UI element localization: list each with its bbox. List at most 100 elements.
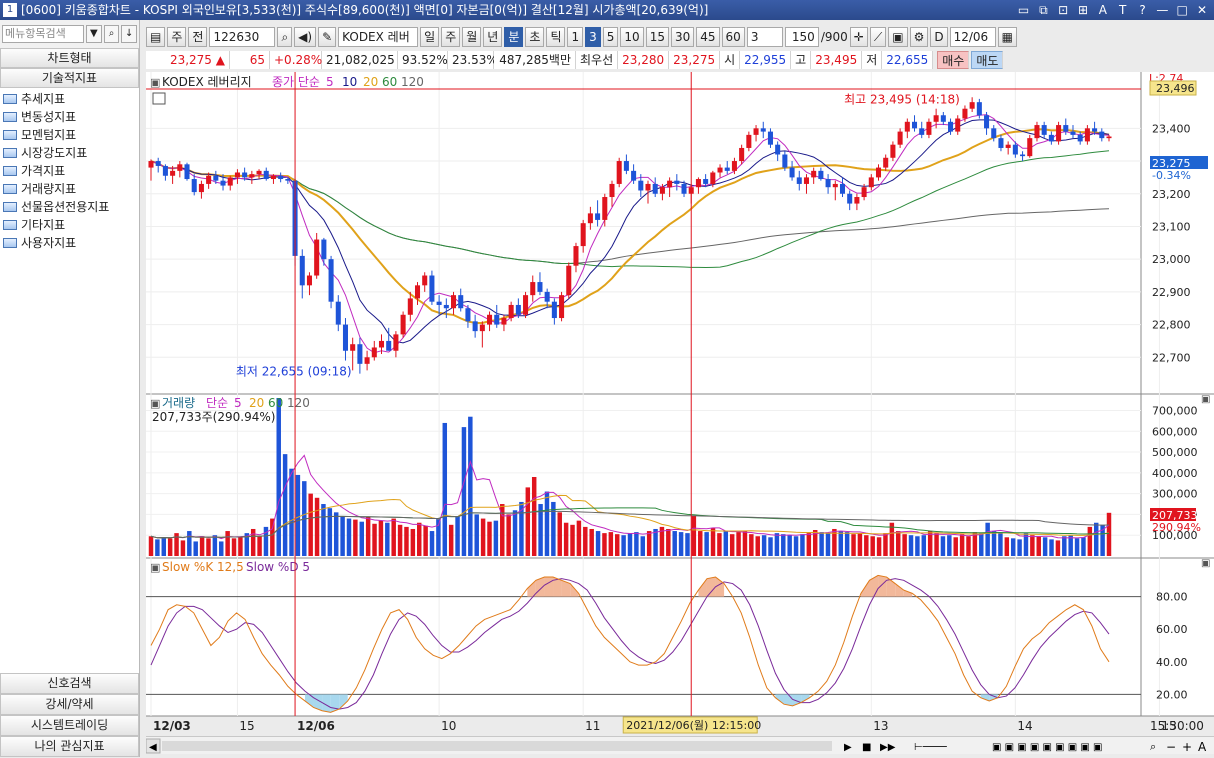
candle-body [256,170,262,175]
tree-item-market-strength[interactable]: 시장강도지표 [0,144,139,162]
grid-icon[interactable]: ⊞ [1078,3,1089,17]
text-icon[interactable]: T [1119,3,1127,17]
period-day-tab[interactable]: 일 [420,27,440,47]
minute-3-button[interactable]: 3 [585,27,601,47]
link-icon[interactable]: ▭ [1017,3,1030,17]
edit-icon[interactable]: ✎ [318,27,337,47]
overbought-fill [553,577,562,597]
play-icon[interactable]: ▶ [844,742,852,753]
tree-item-price[interactable]: 가격지표 [0,162,139,180]
volume-bar [321,504,326,556]
tree-item-volatility[interactable]: 변동성지표 [0,108,139,126]
system-trading-button[interactable]: 시스템트레이딩 [0,715,139,736]
stop-icon[interactable]: ■ [862,742,871,753]
minute-15-button[interactable]: 15 [645,27,669,47]
period-week-tab[interactable]: 주 [441,27,461,47]
period-month-tab[interactable]: 월 [462,27,482,47]
minute-1-button[interactable]: 1 [567,27,584,47]
signal-search-button[interactable]: 신호검색 [0,673,139,694]
tree-item-other[interactable]: 기타지표 [0,216,139,234]
volume-bar [397,524,403,556]
settings-icon[interactable]: ⚙ [909,27,929,47]
stock-code-input[interactable]: 122630 [209,27,276,47]
zoom-search-icon[interactable]: ⌕ [1150,740,1156,753]
collapse-icon[interactable]: ▣ [150,561,160,574]
toolbar-icons[interactable]: ▣ ▣ ▣ ▣ ▣ ▣ ▣ ▣ ▣ [992,742,1102,753]
chart-type-button[interactable]: 차트형태 [0,48,139,68]
scrollbar-track[interactable] [162,741,832,751]
ma10-label: 10 [342,75,357,89]
search-icon[interactable]: ⌕ [277,27,293,47]
download-icon[interactable]: ↓ [121,25,137,43]
copy-window-icon[interactable]: ⧉ [1039,3,1048,17]
candle-body [371,347,377,358]
period-year-tab[interactable]: 년 [483,27,503,47]
draw-line-icon[interactable]: ⟋ [869,27,887,47]
date-toggle[interactable]: D [930,27,948,47]
panel-close-icon[interactable]: ▣ [1201,558,1210,569]
chart-list-icon[interactable]: ▤ [146,27,166,47]
market-select[interactable]: 전 [188,27,208,47]
sound-icon[interactable]: ◀) [294,27,317,47]
tree-item-volume[interactable]: 거래량지표 [0,180,139,198]
zoom-slider[interactable]: ⊢──── [914,742,948,753]
auto-scale-icon[interactable]: A [1198,740,1207,754]
buy-button[interactable]: 매수 [937,51,970,69]
collapse-icon[interactable]: ▣ [150,397,160,410]
technical-indicator-button[interactable]: 기술적지표 [0,68,139,88]
candle-body [919,128,925,135]
close-button[interactable]: ✕ [1196,3,1208,17]
table-view-icon[interactable] [152,92,166,105]
candle-body [220,180,226,186]
tree-item-futures[interactable]: 선물옵션전용지표 [0,198,139,216]
minimize-button[interactable]: — [1156,3,1169,17]
search-icon[interactable]: ⌕ [103,25,120,43]
stock-mode-select[interactable]: 주 [167,27,187,47]
interval-select[interactable]: 3 [746,27,783,47]
candle-body [659,187,665,194]
strength-weakness-button[interactable]: 강세/약세 [0,694,139,715]
period-second-tab[interactable]: 초 [525,27,545,47]
menu-search-input[interactable]: 메뉴항목검색 [2,25,85,43]
tree-item-momentum[interactable]: 모멘텀지표 [0,126,139,144]
help-icon[interactable]: ? [1139,3,1146,17]
chart-scrollbar[interactable]: ◀ ▶ ■ ▶▶ ⊢──── ▣ ▣ ▣ ▣ ▣ ▣ ▣ ▣ ▣ ⌕ − + A [145,736,1214,754]
zoom-out-icon[interactable]: − [1166,740,1176,754]
minute-45-button[interactable]: 45 [696,27,720,47]
my-indicators-button[interactable]: 나의 관심지표 [0,736,139,757]
candle-body [991,128,997,139]
minute-5-button[interactable]: 5 [602,27,619,47]
volume-bar [576,520,582,556]
volume-bar [698,531,703,556]
scroll-left-button[interactable] [145,738,161,754]
candle-body [911,121,918,129]
maximize-button[interactable]: □ [1176,3,1188,17]
collapse-icon[interactable]: ▣ [150,76,160,89]
tree-item-trend[interactable]: 추세지표 [0,90,139,108]
crosshair-icon[interactable]: ✛ [849,27,868,47]
minute-30-button[interactable]: 30 [670,27,695,47]
save-icon[interactable]: ▣ [888,27,908,47]
minute-60-button[interactable]: 60 [721,27,745,47]
fast-forward-icon[interactable]: ▶▶ [880,742,896,753]
calendar-icon[interactable]: ▦ [997,27,1017,47]
volume-bar [825,533,831,556]
candle-body [566,265,572,296]
candle-body [487,314,493,325]
font-size-icon[interactable]: A [1098,3,1107,17]
sell-button[interactable]: 매도 [971,51,1004,69]
period-tick-tab[interactable]: 틱 [546,27,566,47]
layout-icon[interactable]: ⊡ [1058,3,1069,17]
dropdown-icon[interactable]: ▼ [86,25,102,43]
panel-close-icon[interactable]: ▣ [1201,394,1210,405]
period-minute-tab[interactable]: 분 [504,27,524,47]
chart-canvas[interactable]: 22,70022,80022,90023,00023,10023,20023,3… [146,72,1214,736]
tree-item-user[interactable]: 사용자지표 [0,234,139,252]
display-count-input[interactable]: 150 [784,27,819,47]
volume-bar [985,522,990,556]
zoom-in-icon[interactable]: + [1182,740,1192,754]
volume-bar [519,501,524,556]
date-input[interactable]: 12/06 [949,27,996,47]
minute-10-button[interactable]: 10 [620,27,644,47]
volume-bar [876,537,882,556]
